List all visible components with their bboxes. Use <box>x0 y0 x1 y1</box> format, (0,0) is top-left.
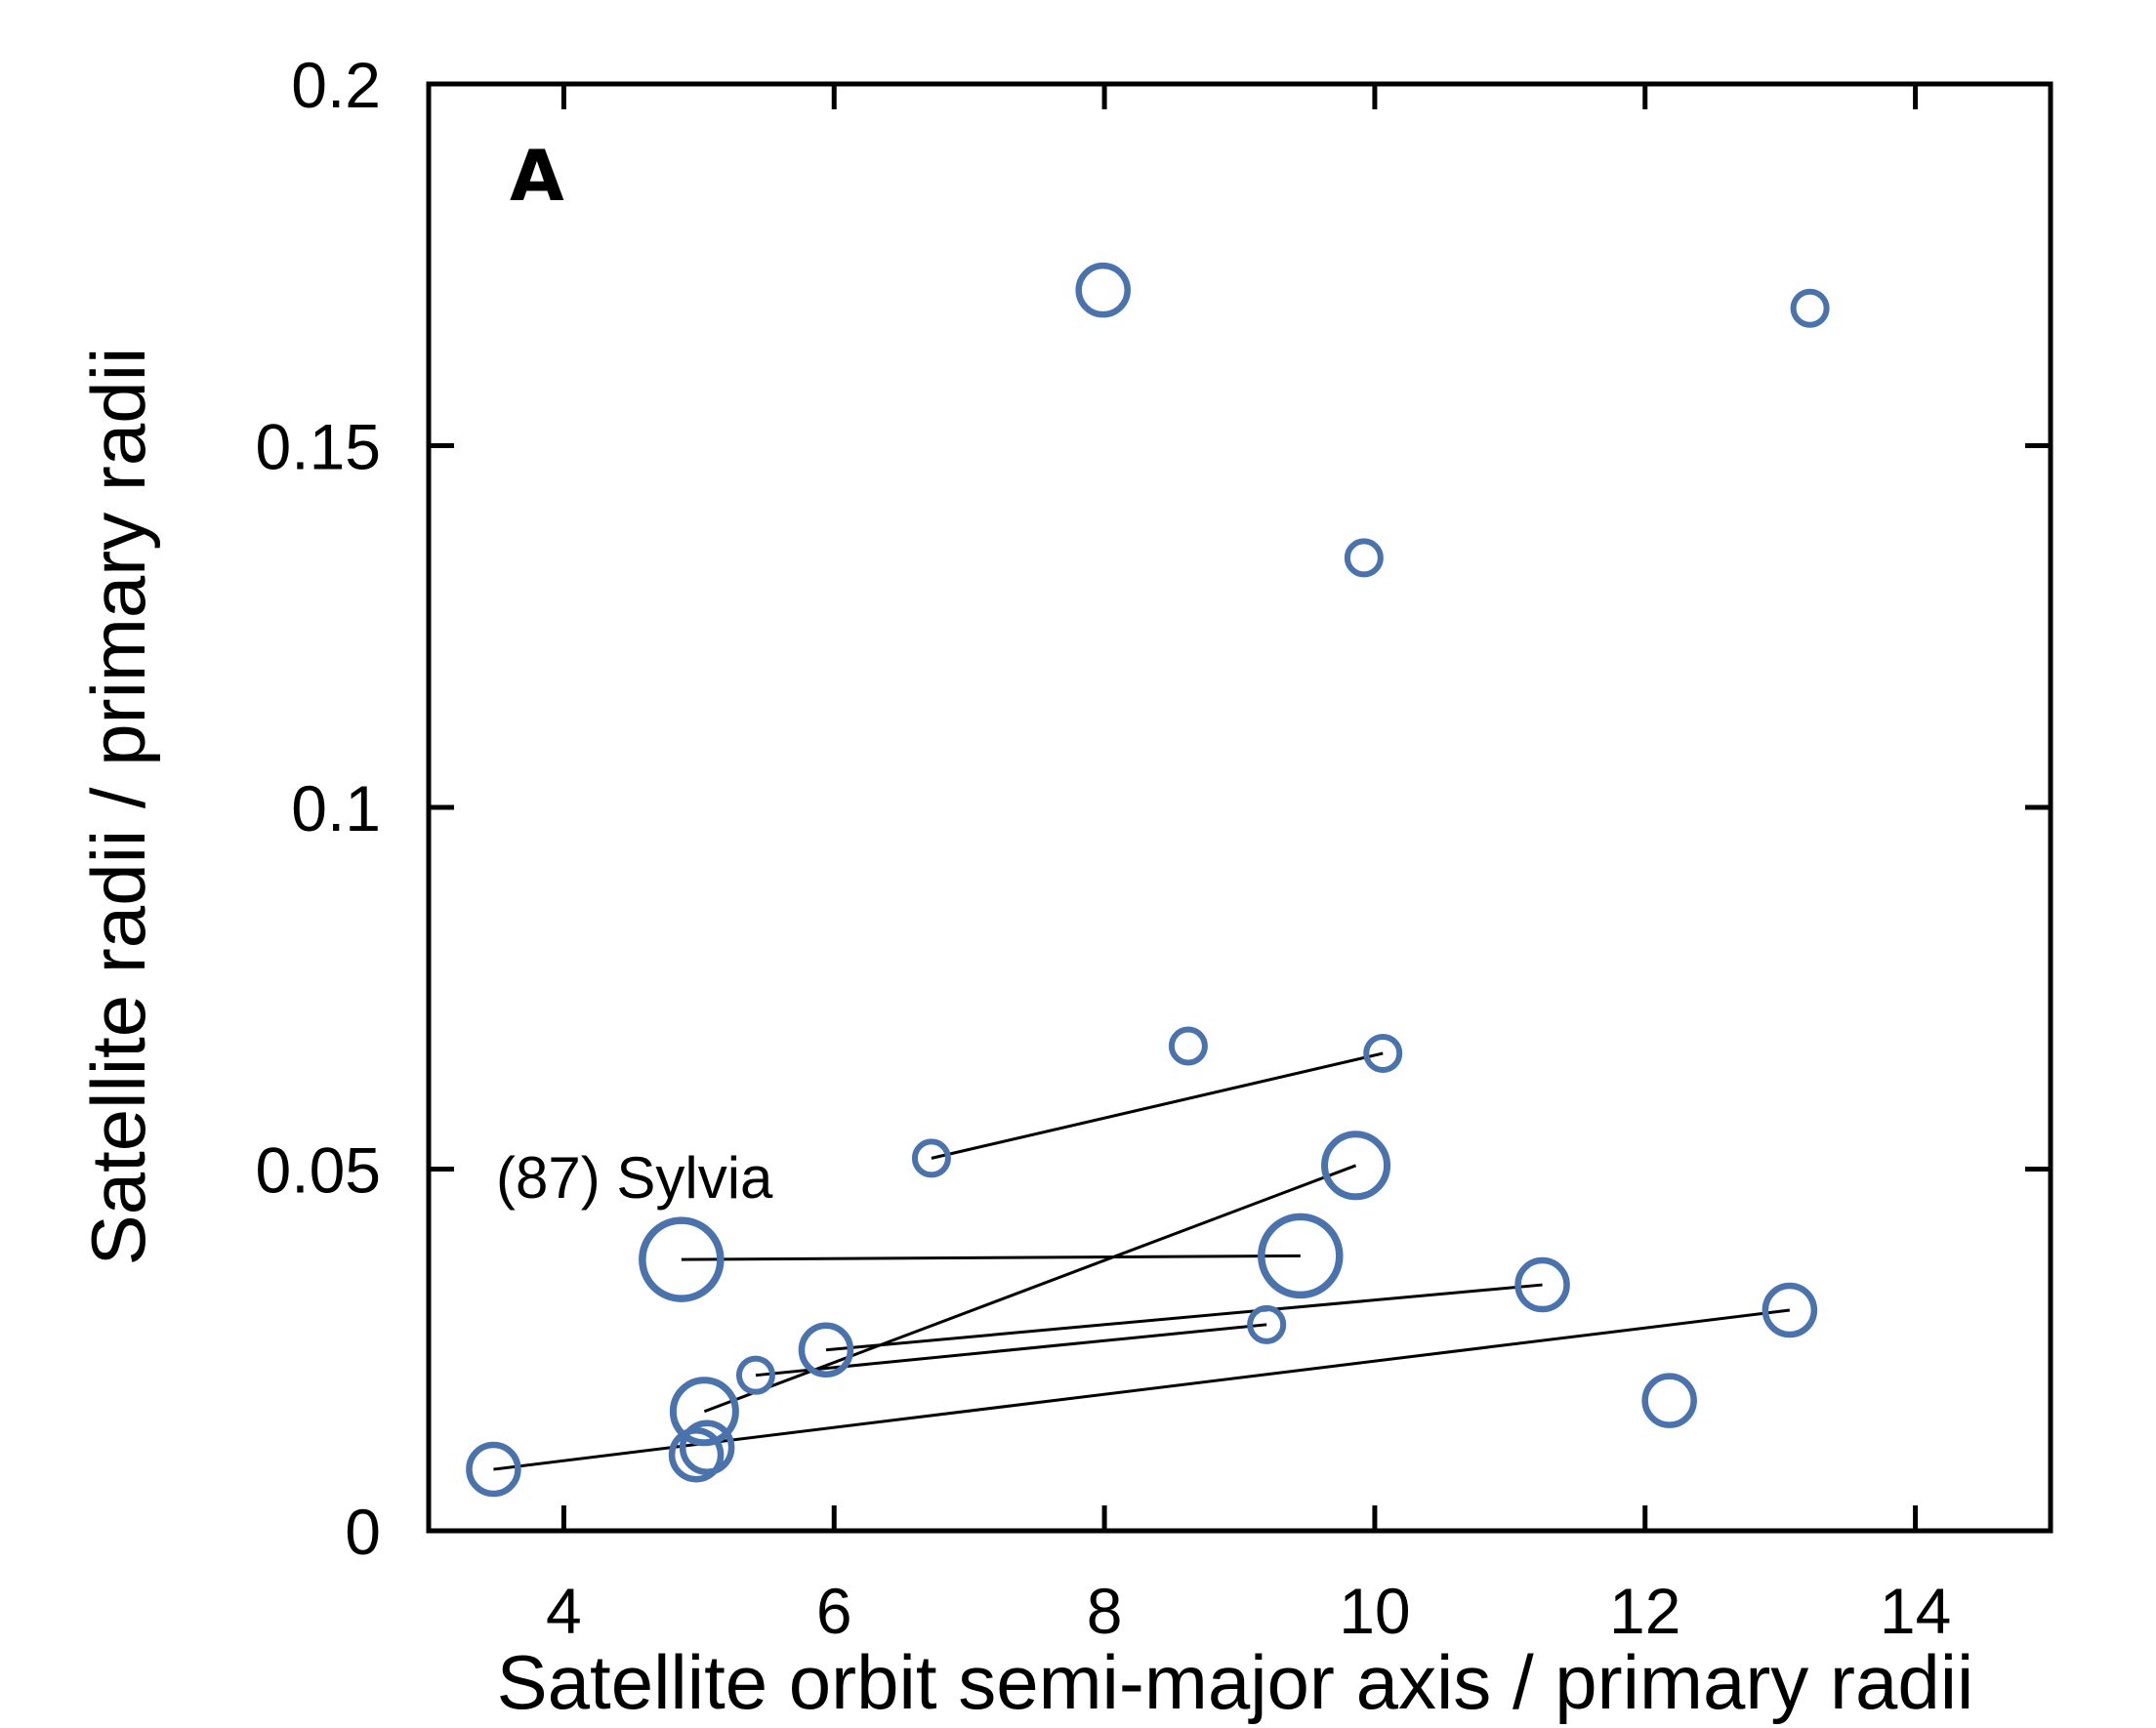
data-point-16 <box>1641 1373 1697 1428</box>
data-point-7 <box>1321 1131 1391 1201</box>
x-tick-label: 4 <box>546 1575 582 1647</box>
y-tick-label: 0.05 <box>256 1134 381 1207</box>
sylvia-annotation: (87) Sylvia <box>496 1145 773 1211</box>
data-point-2 <box>1790 288 1830 328</box>
data-point-4 <box>1168 1026 1208 1066</box>
panel-label: A <box>510 135 564 217</box>
data-point-17 <box>679 1419 735 1476</box>
x-tick-label: 14 <box>1880 1575 1951 1647</box>
data-point-10 <box>1514 1256 1570 1313</box>
data-point-14 <box>735 1355 775 1395</box>
x-tick-label: 12 <box>1609 1575 1680 1647</box>
data-point-15 <box>669 1377 739 1447</box>
data-point-13 <box>798 1322 854 1378</box>
data-point-11 <box>1247 1304 1287 1344</box>
axis-ticks <box>429 81 2051 1534</box>
x-axis-label: Satellite orbit semi-major axis / primar… <box>497 1639 1974 1725</box>
y-tick-label: 0 <box>345 1496 381 1568</box>
y-tick-label: 0.15 <box>256 411 381 483</box>
link-line-3 <box>681 1254 1301 1261</box>
data-points <box>466 262 1830 1498</box>
data-point-18 <box>668 1426 725 1483</box>
y-tick-label: 0.1 <box>291 772 381 844</box>
x-tick-label: 8 <box>1087 1575 1123 1647</box>
data-point-8 <box>639 1216 725 1302</box>
data-point-1 <box>1075 262 1131 318</box>
data-point-12 <box>1762 1282 1818 1338</box>
link-line-4 <box>825 1283 1543 1352</box>
x-tick-label: 6 <box>816 1575 852 1647</box>
y-tick-label: 0.2 <box>291 49 381 121</box>
x-tick-label: 10 <box>1339 1575 1410 1647</box>
link-line-1 <box>931 1051 1384 1160</box>
data-point-3 <box>1344 538 1384 578</box>
data-point-5 <box>1363 1033 1403 1073</box>
data-point-19 <box>466 1441 521 1498</box>
y-axis-label: Satellite radii / primary radii <box>75 348 161 1266</box>
data-point-6 <box>911 1138 951 1178</box>
link-lines <box>493 1051 1791 1471</box>
data-point-9 <box>1258 1213 1344 1299</box>
tick-labels: 4 6 8 10 12 14 0 0.05 0.1 0.15 0.2 <box>256 49 1952 1647</box>
link-line-6 <box>493 1308 1791 1471</box>
